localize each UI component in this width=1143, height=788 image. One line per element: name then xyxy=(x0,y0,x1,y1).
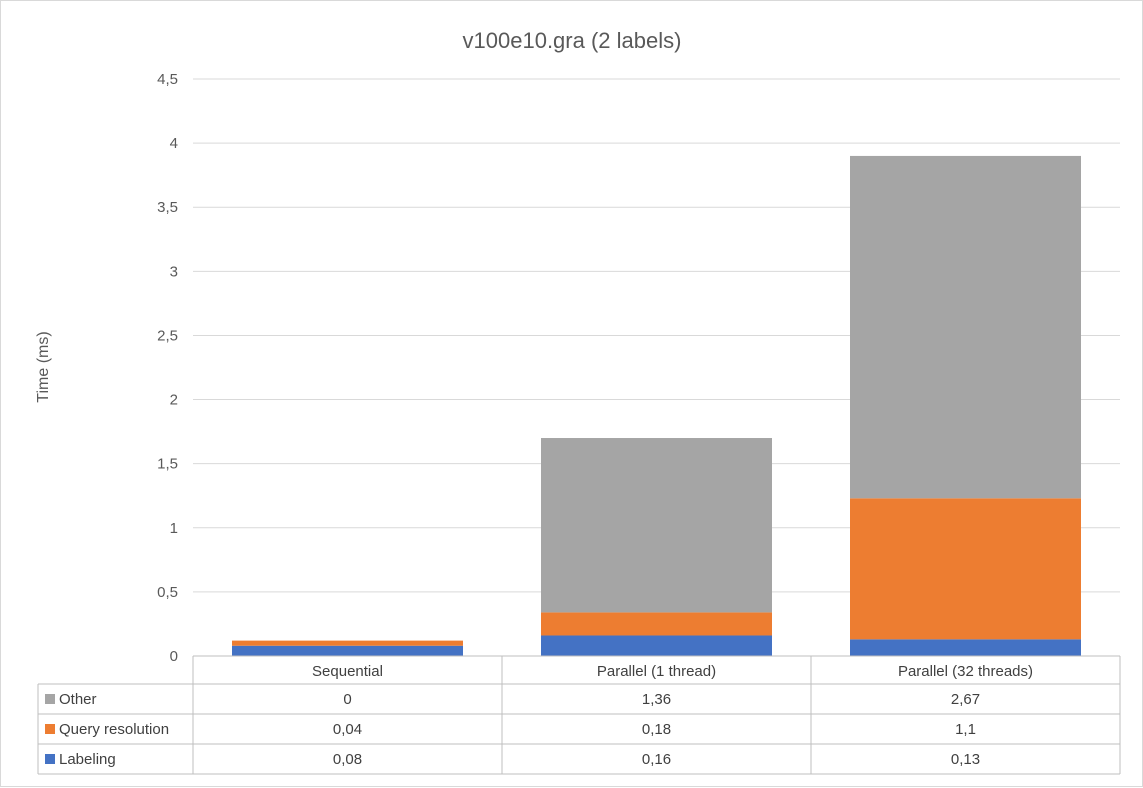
data-label: 0,16 xyxy=(642,751,671,768)
x-tick-label: Parallel (32 threads) xyxy=(898,663,1033,680)
data-label: 0,18 xyxy=(642,721,671,738)
y-tick-label: 4,5 xyxy=(157,71,178,88)
y-tick-label: 1 xyxy=(170,520,178,537)
legend-swatch xyxy=(45,754,55,764)
data-label: 0,04 xyxy=(333,721,362,738)
legend-swatch xyxy=(45,724,55,734)
bar-segment xyxy=(541,438,772,613)
data-label: 0,13 xyxy=(951,751,980,768)
legend-entry: Labeling xyxy=(59,751,116,768)
chart-title: v100e10.gra (2 labels) xyxy=(463,28,682,53)
data-label: 1,1 xyxy=(955,721,976,738)
data-label: 2,67 xyxy=(951,691,980,708)
legend-entry: Query resolution xyxy=(59,721,169,738)
data-label: 1,36 xyxy=(642,691,671,708)
y-tick-label: 3,5 xyxy=(157,199,178,216)
x-tick-label: Parallel (1 thread) xyxy=(597,663,716,680)
legend-swatch xyxy=(45,694,55,704)
x-tick-label: Sequential xyxy=(312,663,383,680)
bar-segment xyxy=(850,498,1081,640)
y-tick-label: 2,5 xyxy=(157,327,178,344)
y-tick-label: 3 xyxy=(170,263,178,280)
y-tick-label: 1,5 xyxy=(157,456,178,473)
y-tick-label: 0,5 xyxy=(157,584,178,601)
gridlines xyxy=(193,78,1120,593)
y-tick-label: 0 xyxy=(170,648,178,665)
bar-segment xyxy=(850,155,1081,499)
bars xyxy=(232,155,1081,656)
bar-segment xyxy=(232,640,463,646)
bar-segment xyxy=(541,612,772,636)
y-tick-label: 4 xyxy=(170,135,178,152)
data-table: Sequential Parallel (1 thread) Parallel (3… xyxy=(37,655,1121,775)
bar-segment xyxy=(541,635,772,656)
data-label: 0 xyxy=(343,691,351,708)
y-tick-label: 2 xyxy=(170,392,178,409)
bar-segment xyxy=(232,645,463,656)
y-axis-label: Time (ms) xyxy=(35,331,52,402)
legend-entry: Other xyxy=(59,691,97,708)
y-axis-ticks: 0 0,5 1 1,5 2 2,5 3 3,5 4 4,5 xyxy=(157,71,178,665)
bar-segment xyxy=(850,639,1081,656)
data-label: 0,08 xyxy=(333,751,362,768)
